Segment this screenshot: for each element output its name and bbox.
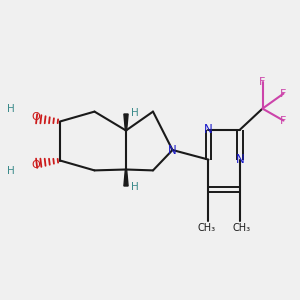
- Text: N: N: [204, 123, 213, 136]
- Text: CH₃: CH₃: [198, 223, 216, 233]
- Text: N: N: [236, 153, 244, 166]
- Polygon shape: [124, 114, 128, 130]
- Text: H: H: [7, 166, 14, 176]
- Text: H: H: [7, 104, 14, 115]
- Text: N: N: [168, 143, 177, 157]
- Text: O: O: [32, 160, 40, 170]
- Text: F: F: [280, 88, 287, 99]
- Polygon shape: [124, 169, 128, 186]
- Text: F: F: [259, 76, 266, 87]
- Text: CH₃: CH₃: [232, 223, 250, 233]
- Text: O: O: [32, 112, 40, 122]
- Text: H: H: [131, 182, 139, 193]
- Text: H: H: [131, 107, 139, 118]
- Text: F: F: [280, 116, 287, 126]
